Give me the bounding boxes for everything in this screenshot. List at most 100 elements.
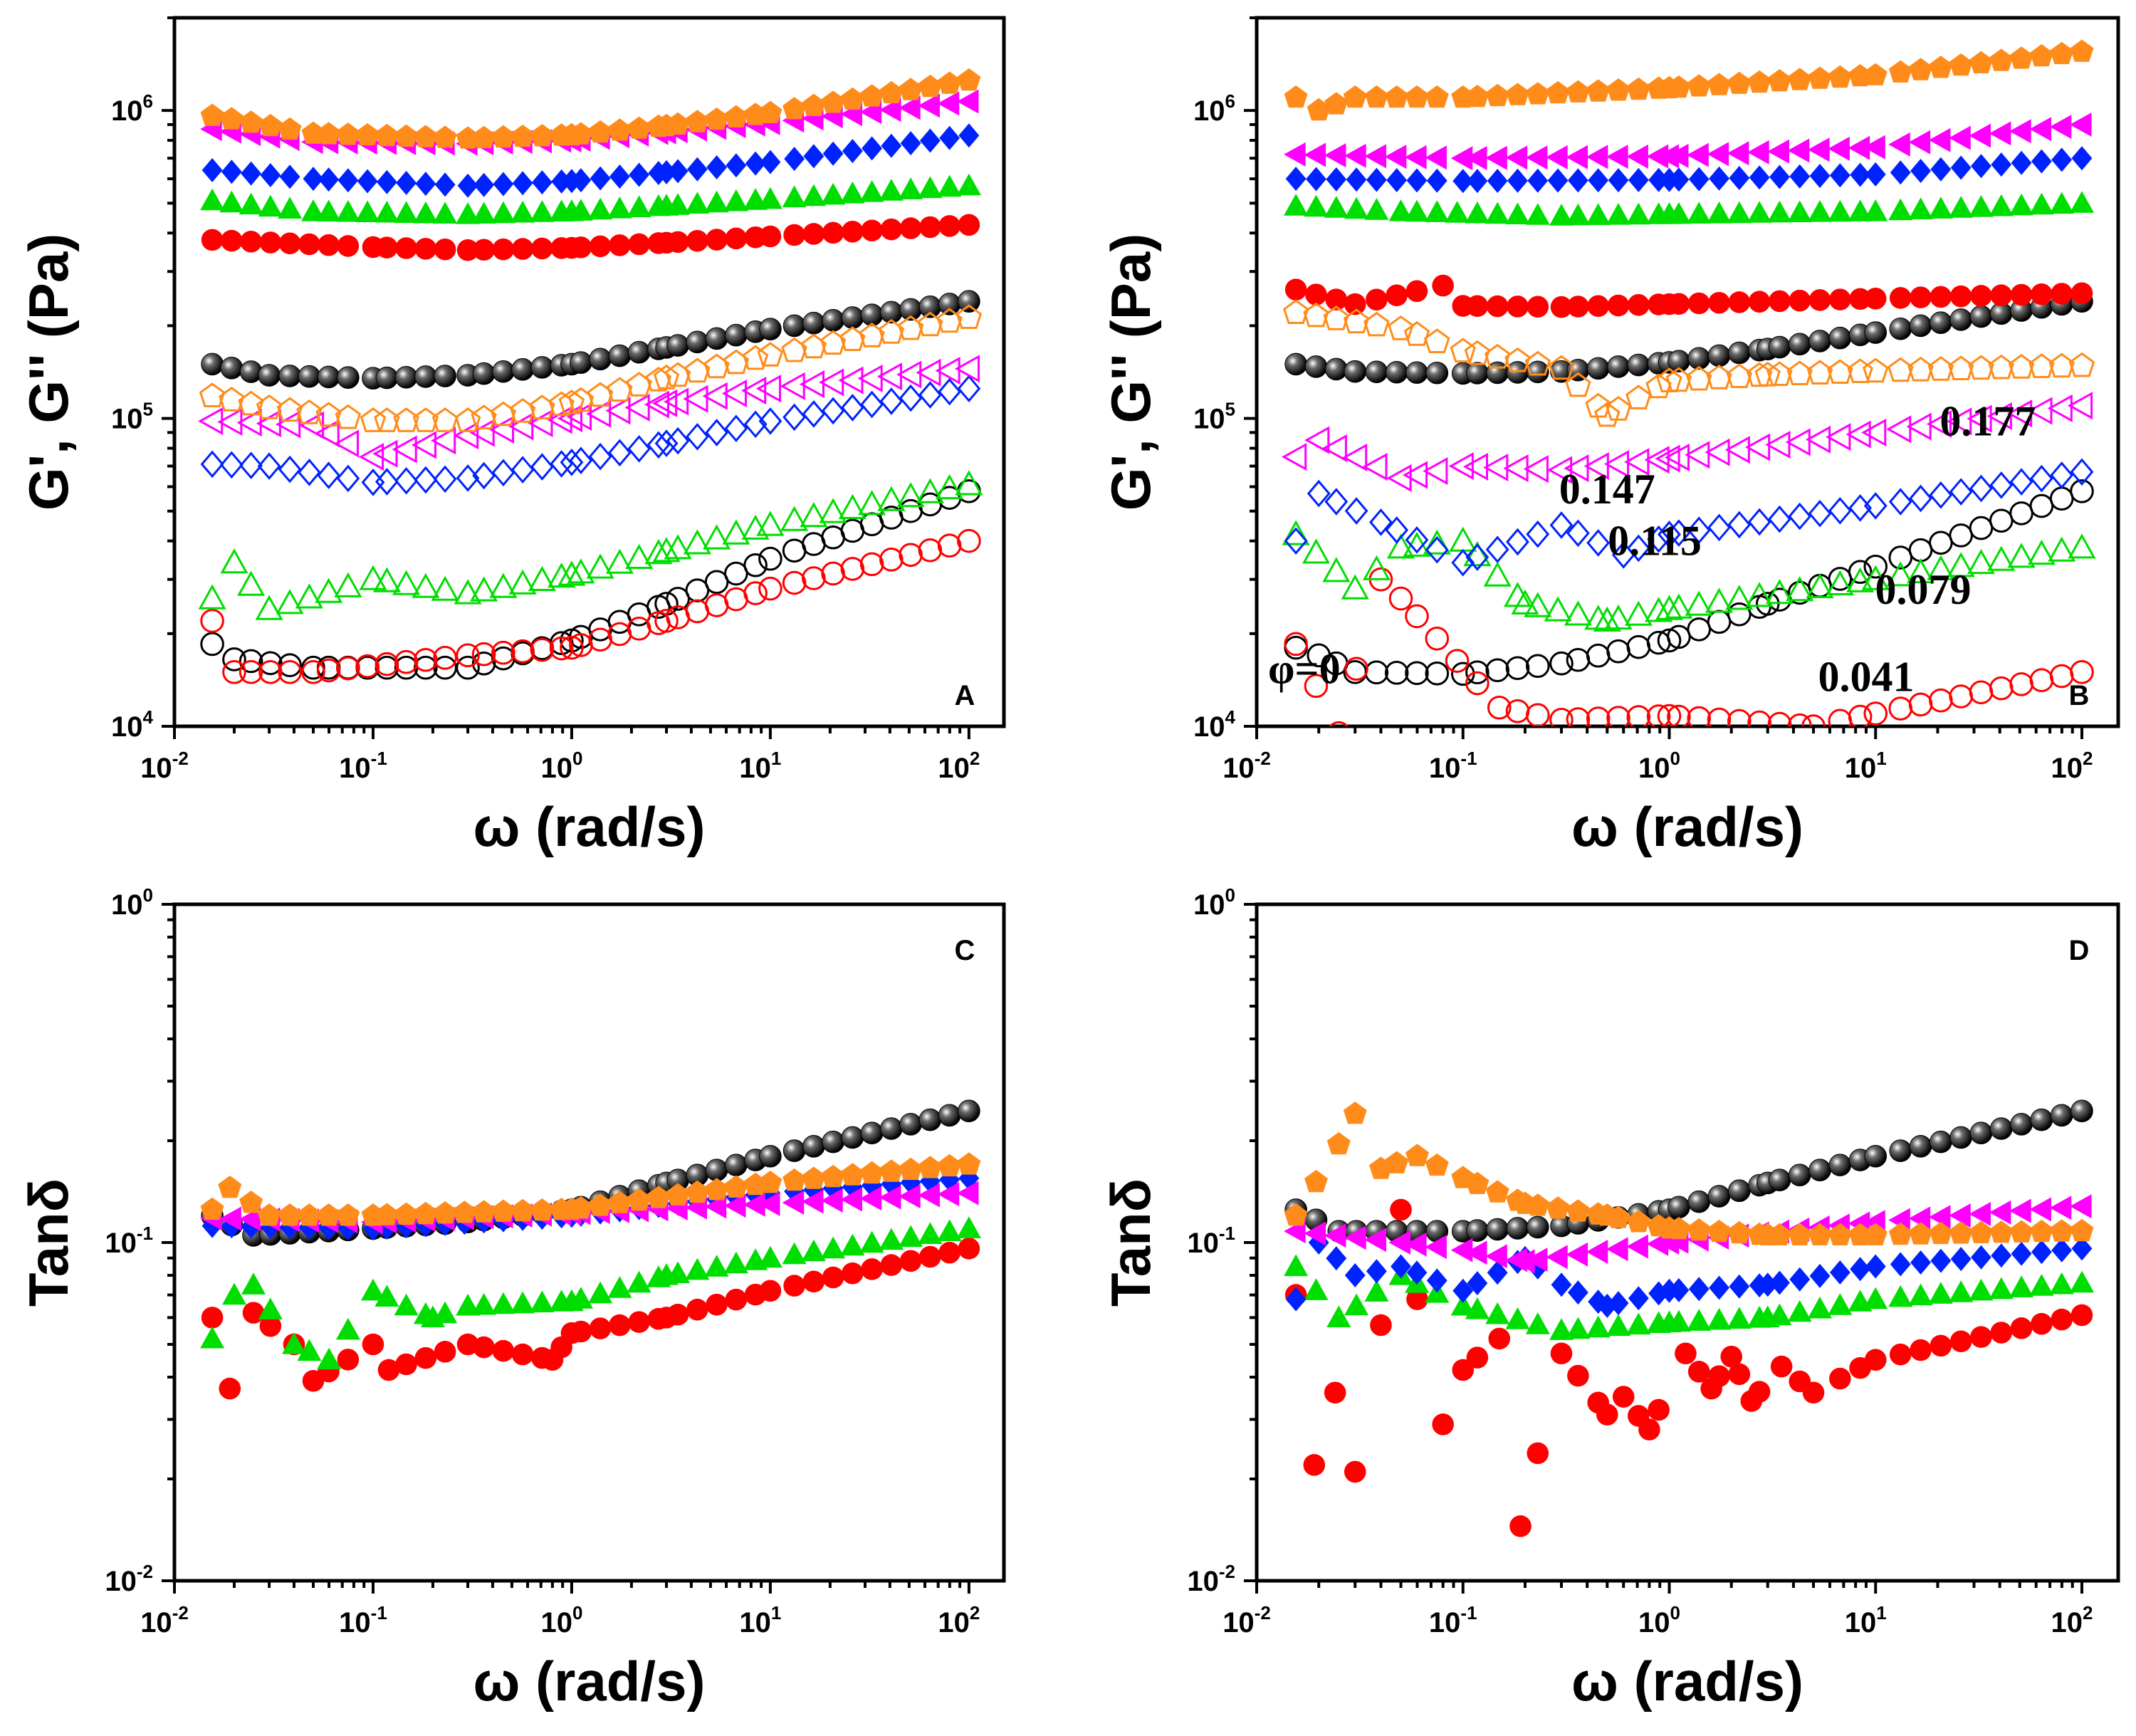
data-point: [1284, 527, 1308, 555]
series-pentagon-filled: [1284, 39, 2094, 121]
data-point: [472, 125, 496, 149]
data-point: [1564, 600, 1592, 626]
data-point: [899, 78, 923, 100]
data-point: [666, 112, 690, 135]
data-point: [1808, 1223, 1832, 1245]
data-point: [1450, 146, 1473, 171]
data-point: [530, 356, 554, 379]
data-point: [1910, 286, 1932, 308]
panel-b-frame: [1255, 16, 2120, 728]
data-point: [1527, 1442, 1549, 1465]
data-point: [259, 231, 282, 253]
data-point: [1989, 1117, 2013, 1140]
data-point: [758, 407, 782, 435]
data-point: [1423, 457, 1448, 486]
data-point: [1990, 284, 2013, 307]
data-point: [278, 365, 301, 387]
data-point: [2010, 1112, 2033, 1136]
data-point: [1465, 671, 1490, 696]
panel-b-chart: 10-2 10-1 100 101 102 104 105 106 ω (rad/s) G', G…: [1099, 16, 2120, 858]
data-point: [880, 218, 903, 241]
data-point: [664, 387, 689, 416]
data-point: [723, 1193, 746, 1218]
data-point: [758, 576, 782, 601]
data-point: [1888, 132, 1910, 157]
data-point: [1707, 1185, 1731, 1208]
data-point: [1826, 570, 1854, 595]
series-sphere-open: [1284, 479, 2094, 686]
data-point: [257, 1203, 281, 1226]
data-point: [1626, 705, 1651, 726]
data-point: [666, 231, 689, 253]
data-point: [1989, 1220, 2014, 1243]
data-point: [1487, 169, 1508, 193]
data-point: [721, 379, 747, 408]
data-point: [899, 1157, 923, 1181]
data-point: [939, 125, 960, 150]
data-point: [607, 1276, 632, 1298]
data-point: [303, 167, 324, 192]
data-point: [1687, 1218, 1711, 1241]
data-point: [1688, 167, 1710, 192]
data-point: [1606, 203, 1630, 225]
data-point: [2070, 39, 2094, 62]
data-point: [1667, 1216, 1691, 1240]
data-point: [395, 1353, 417, 1376]
data-point: [1605, 395, 1632, 421]
data-point: [1606, 145, 1628, 169]
data-point: [1525, 203, 1550, 225]
data-point: [627, 617, 651, 641]
series-diamond-open: [1284, 458, 2094, 577]
data-point: [1626, 534, 1650, 563]
data-point: [899, 543, 923, 568]
data-point: [1685, 441, 1710, 469]
data-point: [1809, 164, 1831, 188]
data-point: [937, 533, 962, 558]
data-point: [822, 309, 844, 332]
data-point: [1808, 1159, 1831, 1181]
data-point: [1789, 289, 1811, 312]
data-point: [607, 622, 632, 647]
data-point: [1930, 157, 1952, 182]
data-point: [1625, 385, 1652, 409]
series-triangle-left-open: [198, 355, 980, 471]
data-point: [258, 660, 283, 684]
data-point: [298, 233, 320, 256]
data-point: [394, 365, 418, 389]
data-point: [840, 87, 864, 110]
data-point: [880, 1117, 903, 1140]
data-point: [758, 1245, 782, 1268]
data-point: [759, 225, 782, 248]
data-point: [1584, 605, 1613, 630]
data-point: [396, 170, 417, 195]
data-point: [1451, 548, 1475, 577]
panel-label: D: [2069, 935, 2090, 966]
data-point: [1386, 284, 1408, 307]
data-point: [1828, 708, 1853, 726]
data-point: [1971, 154, 1991, 179]
data-point: [2050, 461, 2074, 489]
data-point: [1967, 404, 1992, 433]
data-point: [879, 1159, 904, 1182]
data-point: [879, 548, 904, 572]
data-point: [1386, 533, 1415, 559]
data-point: [2009, 46, 2033, 69]
data-point: [1466, 362, 1489, 385]
data-point: [1585, 392, 1611, 418]
data-point: [899, 384, 923, 412]
data-point: [1342, 443, 1368, 472]
series-diamond-filled: [1285, 146, 2093, 194]
data-point: [317, 1203, 341, 1226]
series-pentagon-open: [1282, 299, 2095, 427]
data-point: [1344, 497, 1368, 525]
data-point: [822, 141, 844, 166]
data-point: [1928, 1205, 1951, 1230]
data-point: [1487, 1260, 1508, 1285]
data-point: [1787, 200, 1812, 222]
data-point: [1566, 1242, 1588, 1267]
data-point: [200, 632, 224, 657]
data-point: [560, 448, 584, 476]
data-point: [588, 442, 612, 471]
data-point: [278, 232, 301, 255]
